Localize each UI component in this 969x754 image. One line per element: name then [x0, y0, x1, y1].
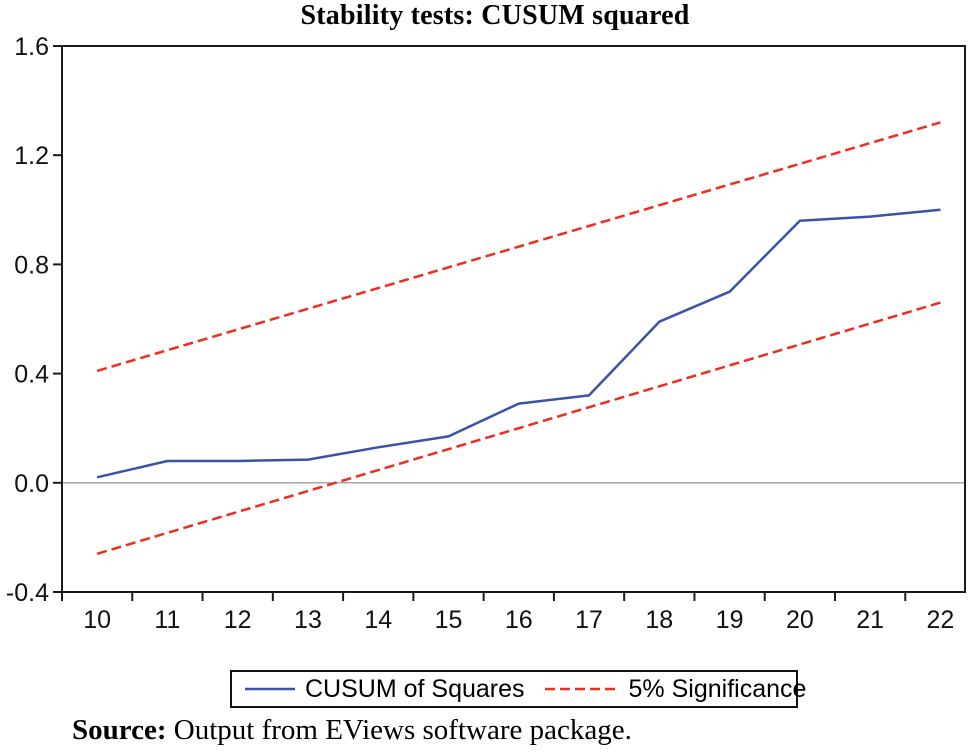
chart-title: Stability tests: CUSUM squared [300, 0, 690, 31]
y-tick-label: 0.0 [14, 470, 49, 498]
legend-label-cusum: CUSUM of Squares [305, 674, 525, 703]
x-tick-label: 12 [224, 606, 252, 634]
chart-legend: CUSUM of Squares 5% Significance [230, 670, 806, 708]
y-tick-label: -0.4 [6, 579, 49, 607]
x-tick-label: 10 [83, 606, 111, 634]
series-significance-upper [96, 121, 941, 373]
legend-label-significance: 5% Significance [628, 674, 807, 703]
y-tick-label: 0.8 [14, 251, 49, 279]
source-note: Source: Output from EViews software pack… [72, 714, 632, 747]
x-tick-label: 18 [645, 606, 673, 634]
y-tick-label: 1.2 [14, 142, 49, 170]
x-tick-label: 20 [786, 606, 814, 634]
x-tick-label: 16 [505, 606, 533, 634]
y-tick-label: 0.4 [14, 361, 49, 389]
x-tick-label: 14 [364, 606, 392, 634]
significance-line-sample-icon [544, 686, 619, 692]
x-tick-label: 11 [154, 606, 180, 634]
x-tick-label: 19 [716, 606, 744, 634]
x-tick-label: 13 [294, 606, 322, 634]
x-tick-label: 17 [575, 606, 603, 634]
cusum-squared-plot: -0.4 0.0 0.4 0.8 1.2 1.6 10 11 12 13 14 15 16 17 18 19 2… [6, 33, 966, 634]
source-label: Source: [72, 714, 167, 746]
x-tick-label: 21 [856, 606, 884, 634]
cusum-line-sample-icon [245, 686, 295, 692]
source-text: Output from EViews software package. [166, 714, 632, 746]
x-tick-label: 22 [926, 606, 954, 634]
series-significance-lower [96, 301, 941, 555]
series-cusum-line [96, 208, 941, 479]
x-tick-label: 15 [435, 606, 463, 634]
plot-border [61, 45, 966, 593]
y-tick-label: 1.6 [14, 33, 49, 61]
